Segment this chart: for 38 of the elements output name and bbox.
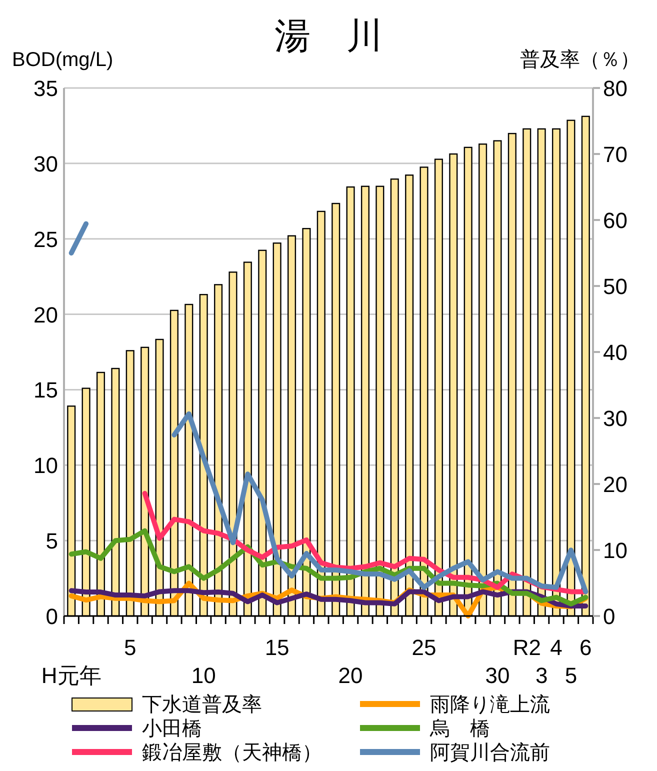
- x-tick-label: 15: [264, 635, 290, 660]
- y2-tick-label: 10: [603, 538, 628, 563]
- y2-tick-label: 50: [603, 274, 628, 299]
- x-tick-label: 10: [191, 663, 216, 688]
- x-tick-label: 5: [564, 663, 578, 688]
- y-tick-label: 35: [34, 76, 58, 101]
- y2-tick-label: 60: [603, 208, 628, 233]
- y2-tick-label: 80: [603, 76, 628, 101]
- y-tick-label: 30: [34, 151, 58, 176]
- y2-tick-label: 40: [603, 340, 628, 365]
- x-tick-label: H元年: [41, 663, 102, 688]
- legend-label: 小田橋: [142, 718, 202, 740]
- y-tick-label: 15: [34, 378, 58, 403]
- y2-tick-label: 0: [603, 604, 616, 629]
- y-tick-label: 5: [46, 528, 58, 554]
- x-tick-label: 5: [124, 635, 136, 660]
- y-tick-label: 20: [34, 302, 58, 328]
- legend-label: 鍛冶屋敷（天神橋）: [142, 742, 322, 764]
- legend-label: 烏 橋: [429, 718, 490, 740]
- y2-tick-label: 70: [603, 142, 628, 167]
- legend-label: 阿賀川合流前: [430, 742, 550, 764]
- x-tick-label: R2: [512, 635, 541, 660]
- legend-label: 下水道普及率: [142, 693, 262, 716]
- y2-tick-label: 30: [603, 406, 628, 431]
- y-tick-label: 0: [46, 604, 58, 629]
- legend-label: 雨降り滝上流: [430, 694, 550, 716]
- chart-title: 湯 川: [274, 15, 382, 56]
- x-tick-label: 3: [535, 663, 548, 688]
- x-tick-label: 30: [485, 663, 510, 688]
- y2-tick-label: 20: [603, 472, 628, 497]
- x-tick-label: 25: [412, 635, 436, 660]
- x-tick-label: 6: [580, 635, 592, 660]
- y-axis-title: BOD(mg/L): [12, 49, 114, 71]
- x-tick-label: 20: [338, 663, 363, 688]
- y2-axis-title: 普及率（％）: [520, 48, 640, 71]
- x-tick-label: 4: [550, 635, 562, 660]
- y-tick-label: 25: [34, 226, 58, 252]
- y-tick-label: 10: [34, 453, 58, 478]
